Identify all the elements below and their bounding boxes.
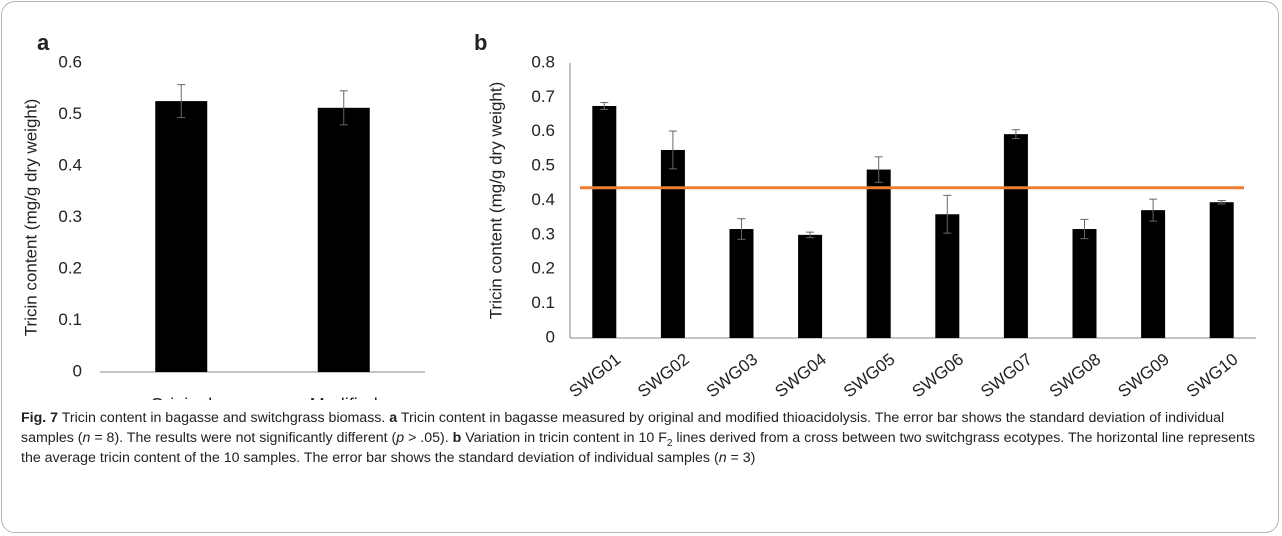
y-tick-label: 0.1 bbox=[58, 310, 82, 329]
error-bar bbox=[177, 84, 186, 119]
error-bar bbox=[874, 156, 883, 183]
bar bbox=[1003, 134, 1028, 338]
caption-segment: Fig. 7 bbox=[21, 410, 59, 426]
error-bar bbox=[600, 102, 609, 110]
error-bar bbox=[1011, 129, 1020, 140]
y-tick-label: 0 bbox=[546, 327, 555, 346]
caption-segment: 2 bbox=[666, 437, 673, 449]
charts: a Tricin content (mg/g dry weight) 0 0.1 0.2… bbox=[21, 30, 1256, 400]
panel-label: a bbox=[37, 30, 50, 55]
x-tick-label: SWG09 bbox=[1114, 350, 1173, 400]
caption-segment: n bbox=[718, 450, 727, 466]
bar bbox=[1209, 202, 1234, 338]
y-tick-label: 0.6 bbox=[531, 121, 555, 140]
y-axis-label: Tricin content (mg/g dry weight) bbox=[21, 99, 40, 336]
x-tick-label: SWG01 bbox=[566, 350, 625, 400]
x-tick-label: Original bbox=[150, 395, 212, 400]
y-tick-label: 0.6 bbox=[58, 52, 82, 71]
bar bbox=[660, 149, 685, 338]
error-bar bbox=[1080, 218, 1089, 240]
y-tick-label: 0.2 bbox=[58, 258, 82, 277]
caption-segment: > .05). bbox=[404, 430, 453, 446]
error-bar bbox=[1217, 200, 1226, 205]
x-tick-label: SWG03 bbox=[703, 350, 762, 400]
error-bar bbox=[943, 194, 952, 234]
y-tick-label: 0.3 bbox=[58, 207, 82, 226]
caption-segment: Variation in tricin content in 10 F bbox=[461, 430, 667, 446]
x-tick-label: SWG10 bbox=[1183, 350, 1242, 400]
caption-segment: lines derived from a cross between two s… bbox=[21, 430, 1255, 466]
y-tick-label: 0.4 bbox=[531, 190, 555, 209]
bar bbox=[317, 107, 370, 373]
bar bbox=[1072, 229, 1097, 338]
y-tick-label: 0.3 bbox=[531, 224, 555, 243]
bar bbox=[155, 101, 208, 373]
y-tick-label: 0.7 bbox=[531, 87, 555, 106]
caption: Fig. 7 Tricin content in bagasse and swi… bbox=[21, 408, 1266, 468]
x-tick-label: SWG08 bbox=[1046, 350, 1105, 400]
x-tick-label: SWG02 bbox=[634, 350, 693, 400]
y-tick-label: 0.5 bbox=[58, 104, 82, 123]
caption-segment: Tricin content in bagasse and switchgras… bbox=[58, 410, 390, 426]
x-tick-label: SWG07 bbox=[977, 350, 1036, 400]
x-tick-label: Modified bbox=[310, 395, 378, 400]
error-bar bbox=[737, 218, 746, 240]
bar bbox=[1141, 210, 1166, 338]
y-tick-label: 0.8 bbox=[531, 52, 555, 71]
y-axis-label: Tricin content (mg/g dry weight) bbox=[486, 82, 505, 319]
bar bbox=[798, 234, 823, 338]
y-tick-label: 0.4 bbox=[58, 155, 82, 174]
caption-segment: a bbox=[389, 410, 398, 426]
bar bbox=[592, 105, 617, 338]
x-tick-label: SWG04 bbox=[771, 350, 830, 400]
error-bar bbox=[668, 130, 677, 170]
y-tick-label: 0.5 bbox=[531, 156, 555, 175]
y-tick-label: 0.2 bbox=[531, 259, 555, 278]
bar bbox=[866, 169, 891, 338]
panel-label: b bbox=[474, 30, 487, 55]
x-tick-label: SWG06 bbox=[909, 350, 968, 400]
caption-segment: n bbox=[82, 430, 91, 446]
caption-segment: b bbox=[452, 430, 462, 446]
caption-segment: = 3) bbox=[726, 450, 756, 466]
error-bar bbox=[806, 231, 815, 239]
y-tick-label: 0.1 bbox=[531, 293, 555, 312]
error-bar bbox=[339, 90, 348, 126]
y-tick-label: 0 bbox=[73, 361, 82, 380]
error-bar bbox=[1149, 198, 1158, 222]
bar bbox=[729, 229, 754, 338]
caption-segment: = 8). The results were not significantly… bbox=[90, 430, 397, 446]
caption-segment: Tricin content in bagasse measured by or… bbox=[21, 410, 1225, 446]
caption-segment: p bbox=[396, 430, 405, 446]
x-tick-label: SWG05 bbox=[840, 350, 899, 400]
bar bbox=[935, 214, 960, 338]
